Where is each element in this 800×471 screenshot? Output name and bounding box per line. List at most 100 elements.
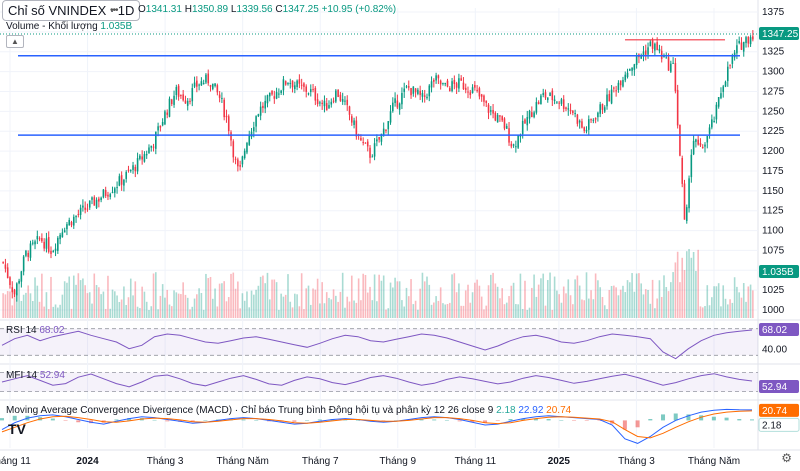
candle-body xyxy=(136,158,139,172)
macd-histogram-bar xyxy=(483,420,488,423)
candle-body xyxy=(519,135,522,137)
candle-body xyxy=(660,50,663,59)
candle-body xyxy=(567,108,570,110)
candle-body xyxy=(672,62,674,64)
candle-body xyxy=(731,56,734,64)
candle-body xyxy=(328,105,330,109)
volume-bar xyxy=(102,291,105,318)
volume-bar xyxy=(6,291,9,318)
candle-body xyxy=(41,238,43,242)
candle-body xyxy=(52,250,55,253)
candle-body xyxy=(314,87,317,101)
volume-bar xyxy=(223,281,225,318)
volume-bar xyxy=(289,301,292,318)
candle-body xyxy=(613,87,615,89)
volume-bar xyxy=(656,298,658,318)
candle-body xyxy=(31,242,34,244)
macd-histogram-bar xyxy=(533,418,538,421)
candle-body xyxy=(45,238,48,249)
volume-bar xyxy=(517,304,519,318)
candle-body xyxy=(75,215,77,218)
volume-bar xyxy=(100,294,102,318)
volume-bar xyxy=(168,304,171,318)
candle-body xyxy=(161,122,164,126)
candle-body xyxy=(542,93,545,95)
candle-body xyxy=(448,88,451,92)
candle-body xyxy=(102,189,105,198)
candle-body xyxy=(309,89,312,93)
volume-bar xyxy=(43,306,45,318)
macd-histogram-bar xyxy=(355,420,360,421)
candle-body xyxy=(747,36,750,44)
candle-body xyxy=(651,39,654,49)
symbol-title[interactable]: Chỉ số VNINDEX · 1D xyxy=(2,0,141,21)
time-tick-label: 2025 xyxy=(548,456,571,467)
volume-bar xyxy=(608,290,611,318)
macd-histogram-bar xyxy=(419,419,424,421)
volume-bar xyxy=(152,273,155,318)
volume-bar xyxy=(528,307,531,318)
volume-bar xyxy=(508,296,510,318)
volume-bar xyxy=(180,294,182,318)
volume-bar xyxy=(341,272,344,318)
volume-bar xyxy=(284,294,287,318)
volume-bar xyxy=(275,282,278,318)
candle-body xyxy=(305,86,308,92)
volume-bar xyxy=(587,298,590,318)
volume-bar xyxy=(685,251,688,318)
candle-body xyxy=(98,198,100,202)
macd-histogram-bar xyxy=(686,414,691,421)
candle-body xyxy=(303,83,305,87)
candle-body xyxy=(478,88,481,97)
volume-bar xyxy=(606,309,608,318)
volume-bar xyxy=(444,304,447,318)
volume-bar xyxy=(407,296,410,318)
volume-bar xyxy=(601,296,604,318)
gear-icon[interactable]: ⚙ xyxy=(781,451,792,465)
volume-bar xyxy=(262,275,264,318)
close-value: 1347.25 xyxy=(282,4,319,15)
candle-body xyxy=(287,82,289,85)
candle-body xyxy=(61,232,64,238)
volume-bar xyxy=(16,293,18,318)
more-options-icon[interactable]: ••• xyxy=(110,5,118,16)
volume-bar xyxy=(25,292,27,318)
candle-body xyxy=(341,99,344,102)
volume-bar xyxy=(298,306,301,318)
volume-bar xyxy=(464,290,467,318)
candle-body xyxy=(608,94,611,102)
candle-body xyxy=(116,187,118,189)
volume-bar xyxy=(430,304,433,318)
volume-legend: Volume - Khối lượng 1.035B xyxy=(6,21,132,32)
volume-bar xyxy=(125,304,127,318)
volume-bar xyxy=(211,298,214,318)
volume-bar xyxy=(287,274,289,318)
low-value: 1339.56 xyxy=(236,4,273,15)
price-tick-label: 1225 xyxy=(762,126,785,137)
candle-body xyxy=(414,88,417,93)
candle-body xyxy=(512,144,515,146)
candle-body xyxy=(683,183,686,220)
high-value: 1350.89 xyxy=(191,4,229,15)
candle-body xyxy=(193,82,196,87)
volume-bar xyxy=(599,287,601,318)
tradingview-logo[interactable]: TV xyxy=(8,421,26,437)
volume-bar xyxy=(469,302,472,318)
candle-body xyxy=(426,96,428,99)
volume-bar xyxy=(294,293,296,318)
volume-bar xyxy=(610,285,613,318)
volume-bar xyxy=(448,302,451,318)
volume-bar xyxy=(519,273,522,318)
candle-body xyxy=(654,43,656,51)
volume-bar xyxy=(227,297,230,318)
chevron-up-icon[interactable]: ▲ xyxy=(6,35,24,48)
candle-body xyxy=(476,89,478,91)
volume-bar xyxy=(109,308,112,318)
last-price-label: 1347.25 xyxy=(762,29,799,40)
volume-bar xyxy=(626,280,629,318)
rsi-value: 68.02 xyxy=(39,325,65,336)
volume-bar xyxy=(692,251,695,318)
volume-bar xyxy=(574,279,576,318)
